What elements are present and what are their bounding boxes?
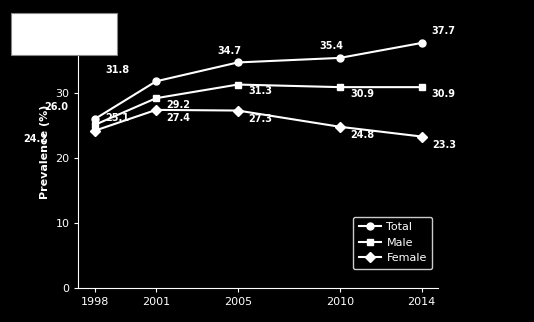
Text: 31.3: 31.3	[248, 86, 272, 96]
Text: 31.8: 31.8	[105, 65, 129, 75]
Text: 24.2: 24.2	[23, 134, 48, 144]
Text: 27.3: 27.3	[248, 114, 272, 124]
Text: 30.9: 30.9	[350, 89, 374, 99]
Text: 34.7: 34.7	[217, 46, 241, 56]
Text: 35.4: 35.4	[319, 42, 343, 52]
Y-axis label: Prevalence (%): Prevalence (%)	[40, 104, 50, 199]
Text: 24.8: 24.8	[350, 130, 374, 140]
Text: 30.9: 30.9	[432, 89, 456, 99]
Text: 37.7: 37.7	[432, 26, 456, 36]
Text: 25.1: 25.1	[105, 113, 129, 123]
Text: 27.4: 27.4	[166, 113, 190, 123]
Text: 26.0: 26.0	[44, 102, 68, 112]
Text: 23.3: 23.3	[432, 139, 456, 149]
Legend: Total, Male, Female: Total, Male, Female	[353, 217, 433, 269]
Text: 29.2: 29.2	[166, 100, 190, 110]
